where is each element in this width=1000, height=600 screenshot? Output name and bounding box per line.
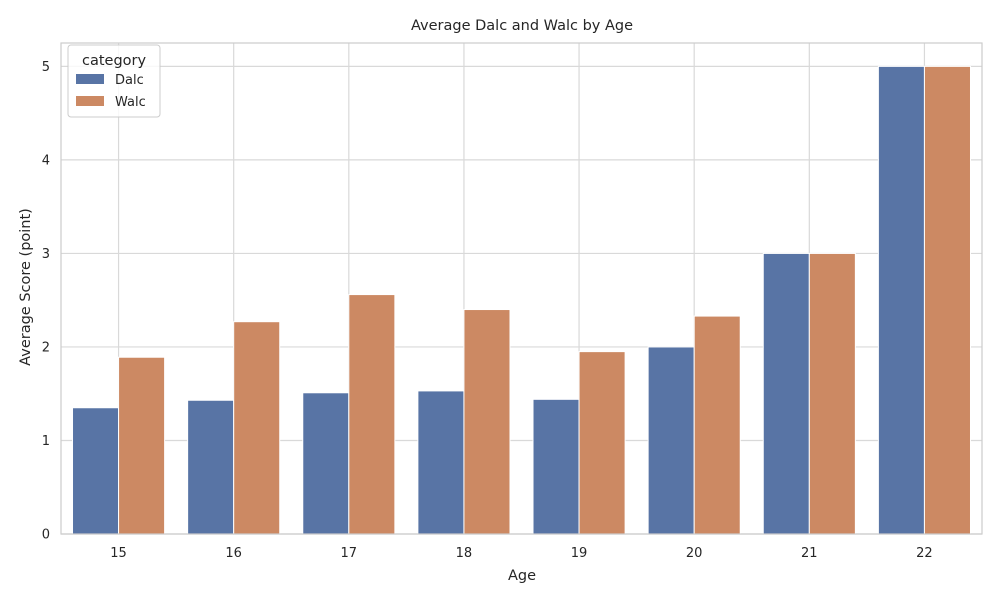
legend-title: category bbox=[82, 53, 147, 69]
y-tick-label: 5 bbox=[42, 60, 50, 75]
x-tick-label: 20 bbox=[686, 546, 703, 561]
bar-walc bbox=[118, 356, 166, 535]
bar-walc bbox=[578, 351, 626, 535]
legend-entries: Dalc Walc bbox=[76, 73, 146, 110]
chart-title: Average Dalc and Walc by Age bbox=[411, 18, 633, 34]
y-tick-labels: 0 1 2 3 4 5 bbox=[42, 60, 50, 543]
y-tick-label: 3 bbox=[42, 247, 50, 262]
bar-dalc bbox=[762, 252, 810, 535]
y-tick-label: 0 bbox=[42, 528, 50, 543]
bar-walc bbox=[923, 65, 971, 535]
bar-dalc bbox=[187, 399, 235, 535]
bar-dalc bbox=[417, 390, 465, 535]
bar-dalc bbox=[877, 65, 925, 535]
x-tick-label: 18 bbox=[456, 546, 473, 561]
bar-dalc bbox=[72, 407, 120, 535]
legend-swatch-dalc bbox=[76, 74, 104, 84]
bar-walc bbox=[348, 294, 396, 535]
legend-label-dalc: Dalc bbox=[115, 73, 144, 88]
legend-swatch-walc bbox=[76, 96, 104, 106]
x-tick-label: 19 bbox=[571, 546, 588, 561]
bar-walc bbox=[233, 321, 281, 535]
bar-dalc bbox=[302, 392, 350, 535]
legend-label-walc: Walc bbox=[115, 95, 146, 110]
bar-walc bbox=[693, 315, 741, 535]
legend: category Dalc Walc bbox=[67, 44, 161, 118]
y-tick-label: 1 bbox=[42, 434, 50, 449]
x-axis-label: Age bbox=[508, 568, 536, 584]
x-tick-label: 16 bbox=[225, 546, 242, 561]
y-tick-label: 4 bbox=[42, 153, 50, 168]
bar-walc bbox=[808, 252, 856, 535]
x-tick-label: 22 bbox=[916, 546, 933, 561]
x-tick-labels: 15 16 17 18 19 20 21 22 bbox=[110, 546, 932, 561]
plot-frame bbox=[60, 42, 983, 535]
y-tick-label: 2 bbox=[42, 340, 50, 355]
x-tick-label: 15 bbox=[110, 546, 127, 561]
x-tick-label: 17 bbox=[341, 546, 358, 561]
y-axis-label: Average Score (point) bbox=[18, 208, 34, 366]
x-tick-label: 21 bbox=[801, 546, 818, 561]
bar-walc bbox=[463, 309, 511, 535]
bar-dalc bbox=[532, 398, 580, 535]
bars bbox=[72, 65, 971, 535]
bar-dalc bbox=[647, 346, 695, 535]
